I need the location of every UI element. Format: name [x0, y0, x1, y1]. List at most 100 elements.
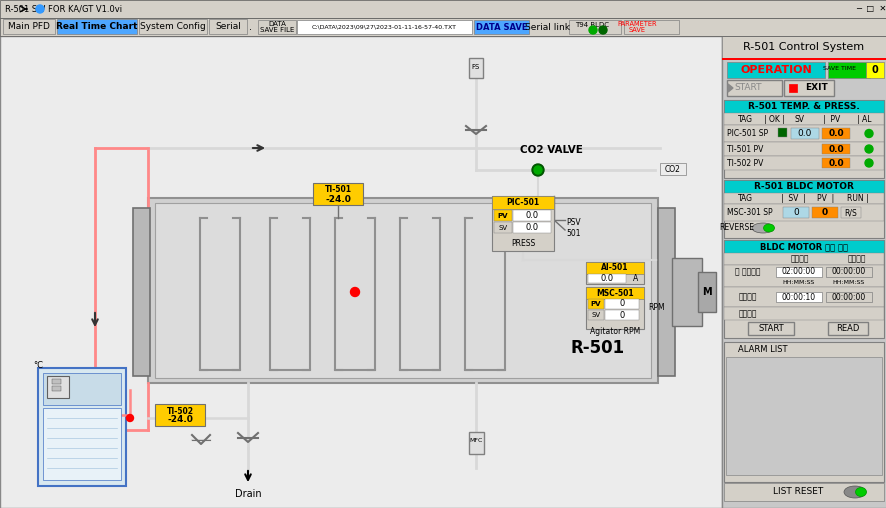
Bar	[723, 193, 883, 204]
Bar	[47, 376, 69, 398]
Bar	[723, 113, 883, 125]
Text: | AL: | AL	[856, 114, 870, 123]
Bar	[723, 253, 883, 265]
Text: 0: 0	[618, 300, 624, 308]
Text: READ: READ	[835, 324, 859, 333]
Text: EXIT: EXIT	[804, 83, 828, 92]
Bar	[723, 180, 883, 238]
Text: PIC-501: PIC-501	[506, 198, 539, 207]
Text: 0: 0	[821, 208, 828, 217]
Text: R-501: R-501	[571, 339, 625, 357]
Bar	[727, 62, 824, 78]
Text: 설정시간: 설정시간	[789, 255, 808, 264]
Text: A: A	[633, 274, 638, 283]
Text: 결과시간: 결과시간	[847, 255, 866, 264]
Bar	[721, 58, 886, 60]
Text: 0.0: 0.0	[525, 211, 538, 220]
Text: TI-502: TI-502	[167, 406, 193, 416]
Bar	[723, 240, 883, 253]
Text: .: .	[249, 21, 253, 31]
Bar	[672, 258, 701, 326]
Text: R/S: R/S	[843, 208, 857, 217]
Bar	[723, 287, 883, 307]
Bar	[723, 125, 883, 142]
Text: C:\DATA\2023\09\27\2023-01-11-16-57-40.TXT: C:\DATA\2023\09\27\2023-01-11-16-57-40.T…	[311, 24, 456, 29]
Bar	[52, 379, 61, 384]
Text: CO2: CO2	[664, 165, 680, 174]
Text: ─  □  ✕: ─ □ ✕	[855, 5, 885, 14]
Bar	[469, 58, 483, 78]
Bar	[790, 128, 818, 139]
Bar	[725, 357, 881, 475]
Bar	[721, 36, 886, 508]
Text: | OK |: | OK |	[763, 114, 783, 123]
Bar	[0, 36, 721, 508]
Bar	[0, 0, 886, 18]
Text: TI-502 PV: TI-502 PV	[726, 158, 762, 168]
Bar	[473, 20, 528, 34]
Bar	[840, 207, 860, 218]
Text: 0: 0	[792, 208, 798, 217]
Text: 0.0: 0.0	[828, 129, 843, 138]
Bar	[492, 196, 554, 209]
Text: TAG: TAG	[736, 114, 751, 123]
Text: 0: 0	[618, 310, 624, 320]
Bar	[155, 404, 205, 426]
Bar	[3, 19, 55, 34]
Text: |  SV  |: | SV |	[780, 194, 804, 203]
Text: MSC-301 SP: MSC-301 SP	[727, 208, 772, 217]
Bar	[512, 210, 550, 221]
Bar	[587, 274, 626, 283]
Text: PV  |: PV |	[817, 194, 834, 203]
Bar	[531, 198, 544, 208]
Bar	[723, 483, 883, 501]
Text: 0.0: 0.0	[600, 274, 613, 283]
Circle shape	[350, 288, 359, 297]
Bar	[568, 20, 620, 34]
Bar	[697, 272, 715, 312]
Bar	[587, 310, 603, 320]
Circle shape	[864, 145, 872, 153]
Bar	[825, 267, 871, 277]
Bar	[747, 322, 793, 335]
Text: 0.0: 0.0	[828, 144, 843, 153]
Text: SV: SV	[498, 225, 507, 231]
Bar	[825, 292, 871, 302]
Bar	[865, 62, 883, 78]
Bar	[604, 310, 638, 320]
Bar	[811, 207, 837, 218]
Text: REVERSE: REVERSE	[719, 224, 754, 233]
Bar	[723, 265, 883, 287]
Text: |  PV: | PV	[822, 114, 840, 123]
Bar	[586, 262, 643, 284]
Text: BLDC MOTOR 일시 작동: BLDC MOTOR 일시 작동	[759, 242, 847, 251]
Bar	[139, 19, 206, 34]
Text: HH:MM:SS: HH:MM:SS	[782, 279, 814, 284]
Bar	[821, 158, 849, 168]
Bar	[148, 198, 657, 383]
Bar	[38, 368, 126, 486]
Bar	[783, 80, 833, 96]
Bar	[659, 163, 685, 175]
Bar	[512, 222, 550, 233]
Text: CO2 VALVE: CO2 VALVE	[519, 145, 582, 155]
Text: PV: PV	[497, 212, 508, 218]
Text: RPM: RPM	[648, 302, 664, 311]
Text: PIC-501 SP: PIC-501 SP	[727, 129, 767, 138]
Text: ALARM LIST: ALARM LIST	[737, 345, 787, 355]
Bar	[586, 287, 643, 329]
Text: M: M	[702, 287, 711, 297]
Bar	[494, 210, 511, 221]
Text: OPERATION: OPERATION	[739, 65, 811, 75]
Bar	[721, 36, 886, 58]
Ellipse shape	[843, 486, 865, 498]
Text: Main PFD: Main PFD	[8, 22, 50, 31]
Bar	[586, 262, 643, 274]
Circle shape	[532, 164, 543, 176]
Bar	[604, 299, 638, 309]
Bar	[494, 222, 511, 233]
Text: Drain: Drain	[235, 489, 261, 499]
Text: FS: FS	[471, 64, 479, 70]
Circle shape	[36, 5, 44, 13]
Text: TI-501: TI-501	[324, 185, 351, 195]
